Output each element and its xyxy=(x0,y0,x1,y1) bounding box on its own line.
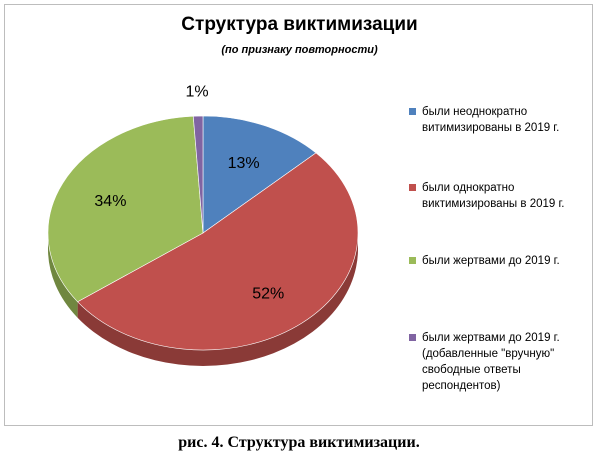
legend-swatch xyxy=(409,108,416,115)
pie-slice xyxy=(202,115,317,234)
chart-subtitle: (по признаку повторности) xyxy=(221,44,378,56)
legend-label: были жертвами до 2019 г. (добавленные "в… xyxy=(422,332,560,392)
legend-label: были неоднократно витимизированы в 2019 … xyxy=(422,106,560,134)
pie-depth xyxy=(48,233,359,366)
pie-data-label: 13% xyxy=(228,155,260,172)
legend-swatch xyxy=(409,257,416,264)
legend-swatch xyxy=(409,184,416,191)
pie-slice xyxy=(192,115,204,234)
chart-title: Структура виктимизации xyxy=(181,14,418,35)
pie-slices xyxy=(47,115,359,351)
chart-frame: Структура виктимизации (по признаку повт… xyxy=(4,4,593,426)
pie-data-label: 34% xyxy=(94,193,126,210)
pie-data-label: 52% xyxy=(252,285,284,302)
pie-slice xyxy=(47,115,204,303)
pie-data-label: 1% xyxy=(185,83,208,100)
pie-data-labels: 13% 52% 34% 1% xyxy=(94,83,284,302)
pie-chart: 13% 52% 34% 1% xyxy=(47,83,359,366)
pie-slice-side xyxy=(48,233,78,318)
legend-swatch xyxy=(409,334,416,341)
legend-label: были жертвами до 2019 г. xyxy=(422,255,560,267)
pie-slice xyxy=(77,152,359,351)
legend-label: были однократно виктимизированы в 2019 г… xyxy=(422,182,565,210)
pie-slice-side xyxy=(77,233,359,366)
figure-caption: рис. 4. Структура виктимизации. xyxy=(178,434,420,451)
